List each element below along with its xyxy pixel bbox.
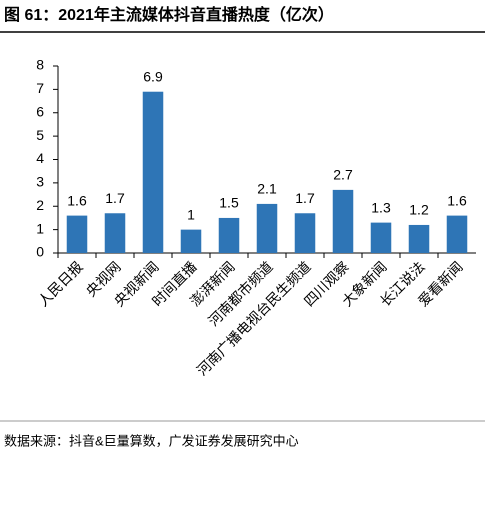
bar <box>66 215 88 253</box>
y-tick-label: 2 <box>36 197 44 213</box>
x-tick-label: 人民日报 <box>35 258 86 309</box>
value-label: 2.1 <box>257 181 277 197</box>
bar <box>218 217 240 253</box>
bar <box>104 213 126 253</box>
bar <box>294 213 316 253</box>
y-tick-label: 0 <box>36 244 44 260</box>
y-tick-label: 8 <box>36 57 44 73</box>
value-label: 1.6 <box>67 192 87 208</box>
value-label: 2.7 <box>333 167 353 183</box>
bar <box>256 203 278 253</box>
bar <box>408 224 430 253</box>
value-label: 1.7 <box>105 190 125 206</box>
chart-title: 图 61：2021年主流媒体抖音直播热度（亿次） <box>4 5 334 24</box>
value-label: 1.5 <box>219 195 239 211</box>
bar <box>180 229 202 253</box>
bar <box>332 189 354 253</box>
value-label: 1.7 <box>295 190 315 206</box>
bar <box>370 222 392 253</box>
y-tick-label: 1 <box>36 220 44 236</box>
value-label: 1.2 <box>409 202 429 218</box>
bar <box>446 215 468 253</box>
value-label: 1.3 <box>371 199 391 215</box>
bar <box>142 91 164 254</box>
value-label: 6.9 <box>143 68 163 84</box>
source: 数据来源：抖音&巨量算数，广发证券发展研究中心 <box>4 433 299 448</box>
value-label: 1 <box>187 206 195 222</box>
y-tick-label: 7 <box>36 80 44 96</box>
y-tick-label: 6 <box>36 103 44 119</box>
value-label: 1.6 <box>447 192 467 208</box>
y-tick-label: 5 <box>36 127 44 143</box>
y-tick-label: 4 <box>36 150 44 166</box>
y-tick-label: 3 <box>36 174 44 190</box>
